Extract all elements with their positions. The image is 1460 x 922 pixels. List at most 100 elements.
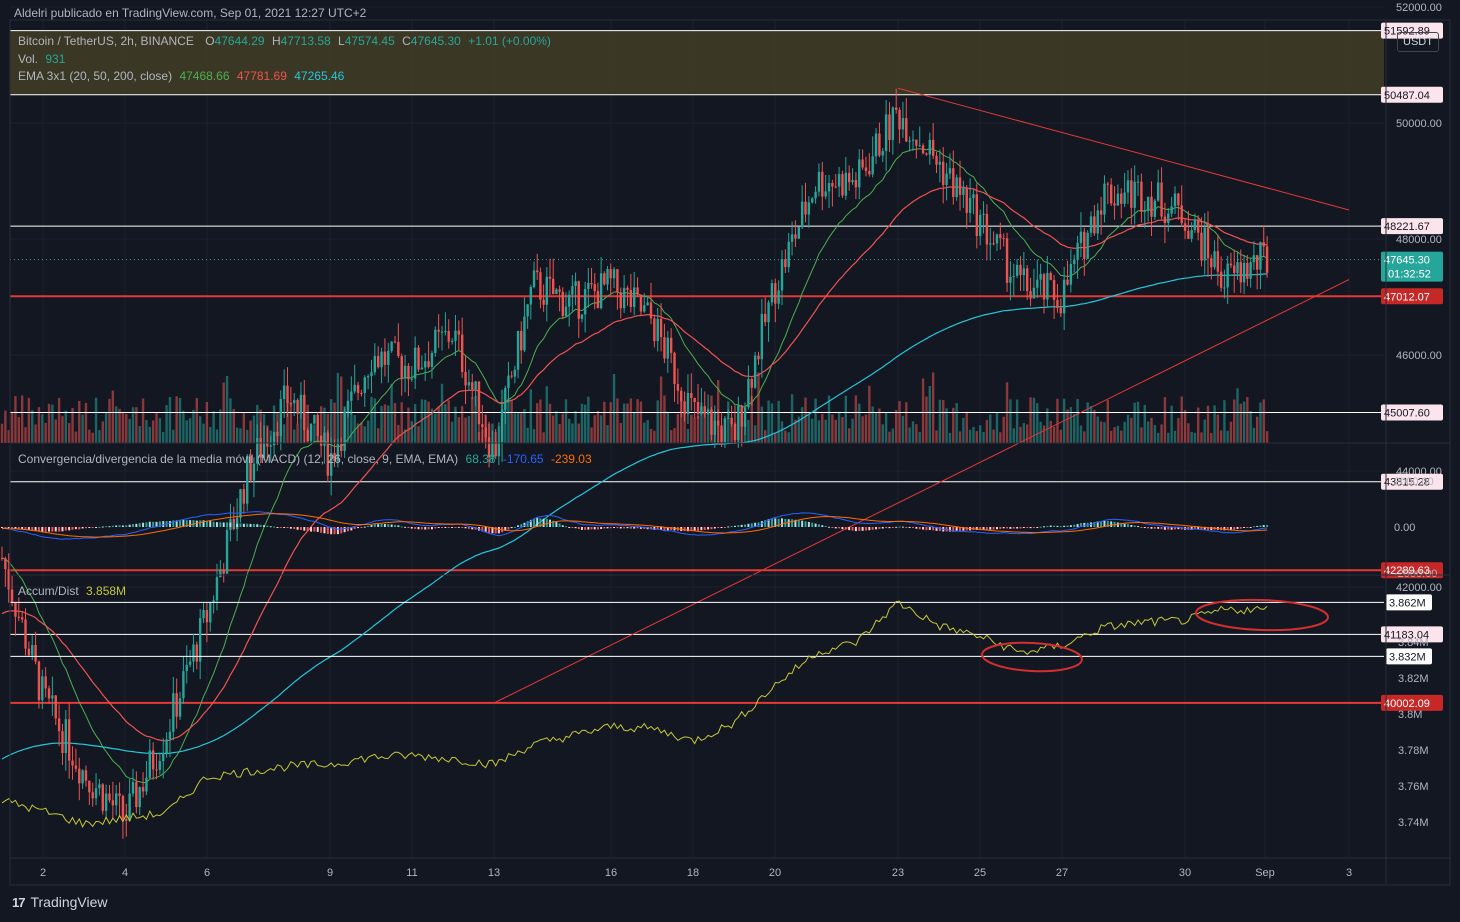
macd-hist-146 (491, 527, 494, 534)
macd-hist-224 (747, 523, 750, 527)
macd-hist-226 (754, 522, 757, 527)
candle-body-174 (580, 314, 584, 319)
volume-bar-68 (229, 398, 232, 443)
macd-hist-119 (400, 526, 403, 528)
volume-bar-263 (878, 408, 881, 443)
volume-bar-284 (948, 432, 952, 443)
volume-bar-117 (393, 403, 397, 443)
macd-hist-25 (84, 527, 87, 529)
volume-bar-6 (20, 395, 24, 443)
macd-hist-305 (1019, 527, 1022, 529)
macd-hist-348 (1163, 527, 1166, 530)
macd-hist-362 (1210, 527, 1213, 531)
candle-body-344 (1150, 196, 1153, 217)
macd-hist-376 (1256, 525, 1259, 527)
candle-body-147 (494, 441, 497, 457)
level-tag-6: 42289.63 (1384, 565, 1430, 577)
volume-bar-235 (784, 430, 787, 443)
candle-body-15 (51, 695, 54, 699)
volume-bar-119 (400, 402, 403, 443)
candle-body-175 (583, 288, 587, 315)
candle-body-146 (491, 441, 494, 458)
volume-bar-5 (17, 417, 20, 443)
macd-hist-69 (232, 523, 235, 527)
candle-body-224 (747, 378, 750, 408)
candle-body-285 (952, 168, 955, 198)
macd-hist-127 (427, 527, 430, 530)
volume-bar-16 (54, 419, 57, 443)
macd-hist-189 (629, 527, 632, 529)
macd-hist-232 (774, 518, 777, 527)
candle-body-155 (520, 330, 523, 351)
candle-body-102 (343, 411, 346, 451)
price-tick-0: 52000.00 (1396, 2, 1442, 14)
volume-bar-166 (555, 411, 558, 443)
macd-hist-30 (101, 526, 104, 528)
candle-body-154 (516, 330, 520, 370)
candle-body-368 (1229, 263, 1233, 266)
macd-pane (1, 511, 1269, 540)
volume-bar-190 (633, 412, 636, 443)
candle-body-76 (256, 438, 259, 464)
macd-hist-109 (367, 525, 370, 527)
level-tag-3: 47012.07 (1384, 291, 1430, 303)
volume-bar-338 (1130, 417, 1133, 443)
volume-bar-193 (643, 422, 646, 443)
volume-bar-238 (794, 419, 797, 443)
candle-body-62 (209, 602, 212, 623)
volume-bar-171 (571, 423, 574, 443)
publisher-line: Aldelri publicado en TradingView.com, Se… (14, 6, 367, 20)
macd-hist-369 (1233, 527, 1236, 530)
macd-hist-147 (494, 527, 497, 534)
candle-body-289 (965, 187, 968, 213)
macd-hist-130 (437, 527, 440, 528)
candle-body-182 (606, 269, 609, 285)
macd-hist-7 (24, 527, 27, 530)
candle-body-89 (299, 394, 303, 414)
macd-hist-373 (1246, 527, 1249, 528)
candle-body-67 (225, 529, 229, 574)
high-label: H (271, 34, 281, 48)
macd-hist-53 (179, 520, 182, 527)
candle-body-362 (1210, 258, 1213, 268)
macd-hist-210 (700, 527, 703, 531)
volume-bar-286 (955, 403, 958, 443)
price-tick-5: 42000.00 (1396, 582, 1442, 594)
macd-hist-94 (316, 527, 319, 532)
candle-body-339 (1133, 181, 1136, 208)
volume-bar-247 (824, 419, 827, 443)
volume-bar-44 (148, 426, 151, 443)
volume-bar-168 (561, 413, 564, 443)
macd-hist-270 (901, 526, 904, 528)
candle-body-97 (326, 432, 330, 476)
candle-body-311 (1039, 274, 1042, 280)
volume-bar-164 (548, 403, 552, 443)
candle-body-143 (481, 424, 484, 428)
macd-hist-136 (457, 526, 460, 528)
candle-body-53 (178, 698, 182, 717)
candle-body-317 (1059, 307, 1062, 314)
trendline-1 (493, 279, 1350, 704)
time-tick-10: 25 (974, 867, 986, 879)
volume-bar-113 (380, 405, 383, 443)
volume-bar-19 (64, 410, 68, 443)
volume-bar-232 (774, 432, 777, 443)
volume-bar-320 (1069, 407, 1073, 443)
candle-body-40 (135, 782, 138, 808)
candle-body-128 (430, 352, 434, 367)
macd-hist-375 (1252, 526, 1255, 528)
macd-hist-286 (955, 527, 958, 532)
volume-bar-362 (1210, 432, 1213, 443)
candle-body-94 (316, 414, 319, 436)
ema200-value: 47265.46 (294, 69, 345, 83)
level-tag-5: 43815.28 (1384, 477, 1430, 489)
level-tag-bg-8 (1381, 694, 1443, 711)
volume-bar-267 (891, 428, 895, 443)
candle-body-378 (1262, 242, 1265, 247)
macd-hist-208 (693, 527, 696, 531)
ad-level-tag-0: 3.862M (1389, 597, 1426, 609)
currency-button[interactable]: USDT (1397, 32, 1439, 52)
macd-hist-236 (787, 519, 790, 527)
candle-body-270 (901, 118, 905, 130)
volume-bar-86 (289, 402, 293, 443)
